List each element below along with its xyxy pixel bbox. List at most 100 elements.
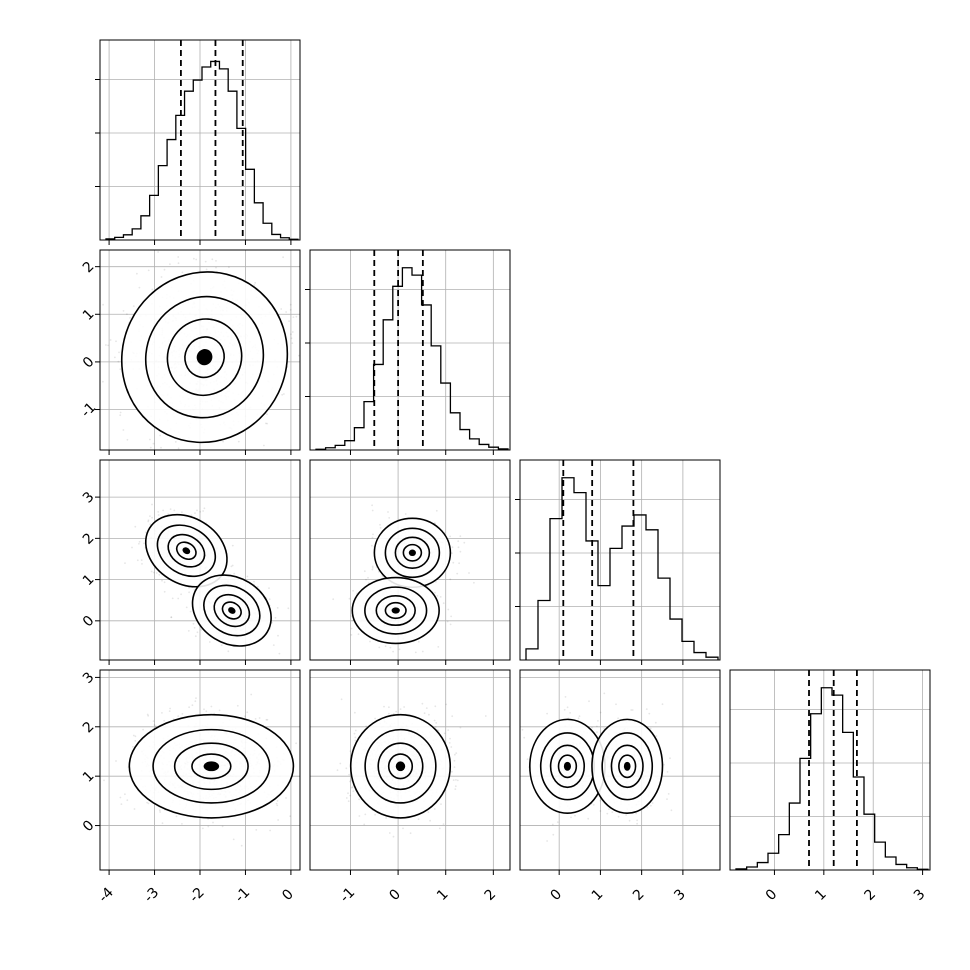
scatter-point [281,393,284,396]
y-tick-label: 3 [80,669,98,687]
scatter-point [450,615,452,618]
density-1-0-0 [120,271,289,444]
scatter-point [371,509,374,512]
scatter-point [295,315,298,318]
scatter-point [151,503,153,506]
contour-2 [375,594,416,627]
scatter-point [158,809,161,812]
panel-1-1 [305,249,511,455]
scatter-point [276,800,279,802]
scatter-point [153,724,156,726]
scatter-point [147,714,150,717]
scatter-point [448,742,451,744]
scatter-point [666,771,669,773]
density-2-1-0 [373,517,452,589]
scatter-point [163,581,166,584]
scatter-point [332,598,335,601]
y-tick-label: 1 [80,306,98,324]
scatter-point [192,622,195,625]
scatter-point [350,634,353,636]
scatter-point [230,565,233,568]
density-peak [391,607,400,614]
scatter-point [188,706,190,709]
scatter-point [107,344,109,347]
scatter-point [205,710,208,713]
scatter-point [195,697,197,699]
scatter-point [423,712,426,715]
scatter-point [146,801,148,804]
scatter-point [451,546,454,549]
scatter-point [403,706,405,708]
contour-1 [203,584,261,637]
scatter-point [546,712,548,715]
panel-3-1: -1 0 1 2 [309,669,511,906]
y-tick-label: 2 [80,259,98,277]
scatter-point [159,434,161,437]
scatter-point [193,257,195,260]
scatter-point [291,331,294,333]
scatter-point [109,339,112,341]
scatter-point [336,769,339,772]
scatter-point [447,608,450,611]
scatter-point [434,522,437,525]
scatter-point [126,799,129,802]
scatter-point [367,576,369,579]
grid-2-2 [520,460,720,660]
scatter-point [188,591,190,594]
scatter-point [625,814,627,816]
scatter-point [371,568,374,571]
scatter-point [383,705,385,708]
scatter-point [161,579,163,582]
scatter-point [152,442,155,445]
scatter-point [446,620,449,623]
density-2-0-1 [191,574,272,647]
scatter-point [339,762,342,765]
scatter-point [150,570,153,573]
scatter-point [435,722,438,724]
scatter-point [459,550,462,553]
contour-2 [167,533,206,568]
scatter-point [350,627,353,630]
scatter-point [269,829,271,832]
scatter-point [173,509,176,512]
x-tick-label: -2 [187,885,208,906]
scatter-point [473,581,475,584]
scatter-point [371,567,374,569]
scatter-point [149,523,152,526]
scatter-point [120,803,123,805]
scatter-point [163,268,166,271]
scatter-point [266,718,269,721]
scatter-point [228,266,230,269]
scatter-point [292,316,295,318]
scatter-point [167,513,169,515]
scatter-point [287,607,290,610]
scatter-point [340,698,343,701]
scatter-point [203,708,205,711]
scatter-point [402,827,404,830]
scatter-point [190,514,193,517]
scatter-point [352,790,355,793]
scatter-point [215,260,217,262]
scatter-point [136,272,138,275]
scatter-point [193,626,196,629]
scatter-point [258,717,261,719]
scatter-point [200,629,203,631]
scatter-point [421,702,424,705]
scatter-point [434,591,436,594]
scatter-point [177,597,180,600]
scatter-point [459,726,462,729]
scatter-point [152,720,155,722]
scatter-point [387,511,389,513]
scatter-point [646,806,649,809]
density-2-0-0 [144,513,228,588]
histogram-step-2 [525,477,719,660]
scatter-point [236,704,239,707]
scatter-point [363,823,366,826]
scatter-point [453,766,456,768]
scatter-point [449,737,451,740]
scatter-point [347,792,349,795]
scatter-point [196,509,198,512]
scatter-point [404,513,407,515]
histogram-step-1 [315,267,509,450]
